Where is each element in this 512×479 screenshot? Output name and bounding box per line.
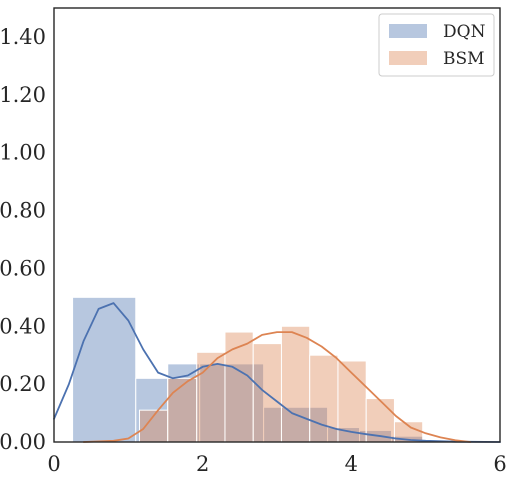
kde-line-dqn	[53, 302, 501, 443]
legend-swatch-dqn	[389, 24, 427, 38]
plot-background	[54, 8, 500, 442]
y-tick-label: 0.20	[0, 372, 46, 396]
y-tick-label: 0.00	[0, 430, 46, 454]
y-tick-label: 0.80	[0, 199, 46, 223]
legend: DQN BSM	[378, 13, 495, 77]
bar-bsm-2	[167, 377, 198, 443]
plot-frame	[53, 7, 501, 443]
bar-dqn-1	[72, 296, 137, 443]
x-tick-label: 2	[196, 452, 209, 476]
kde-line-bsm	[82, 331, 472, 443]
x-axis: 0 2 4 6	[47, 452, 506, 476]
x-tick-label: 0	[47, 452, 60, 476]
bar-bsm-6	[280, 325, 311, 443]
legend-frame	[378, 13, 495, 77]
y-tick-label: 1.40	[0, 25, 46, 49]
kde-layer	[53, 302, 501, 443]
bar-bsm-4	[224, 331, 254, 443]
y-tick-label: 0.40	[0, 314, 46, 338]
legend-label-dqn: DQN	[443, 22, 486, 42]
y-tick-label: 1.00	[0, 141, 46, 165]
legend-label-bsm: BSM	[443, 49, 485, 69]
y-tick-label: 0.60	[0, 256, 46, 280]
y-axis: 0.00 0.20 0.40 0.60 0.80 1.00 1.20 1.40	[0, 25, 46, 454]
legend-swatch-bsm	[389, 51, 427, 65]
bar-bsm-5	[252, 343, 282, 443]
x-tick-label: 4	[345, 452, 358, 476]
x-tick-label: 6	[493, 452, 506, 476]
y-tick-label: 1.20	[0, 83, 46, 107]
